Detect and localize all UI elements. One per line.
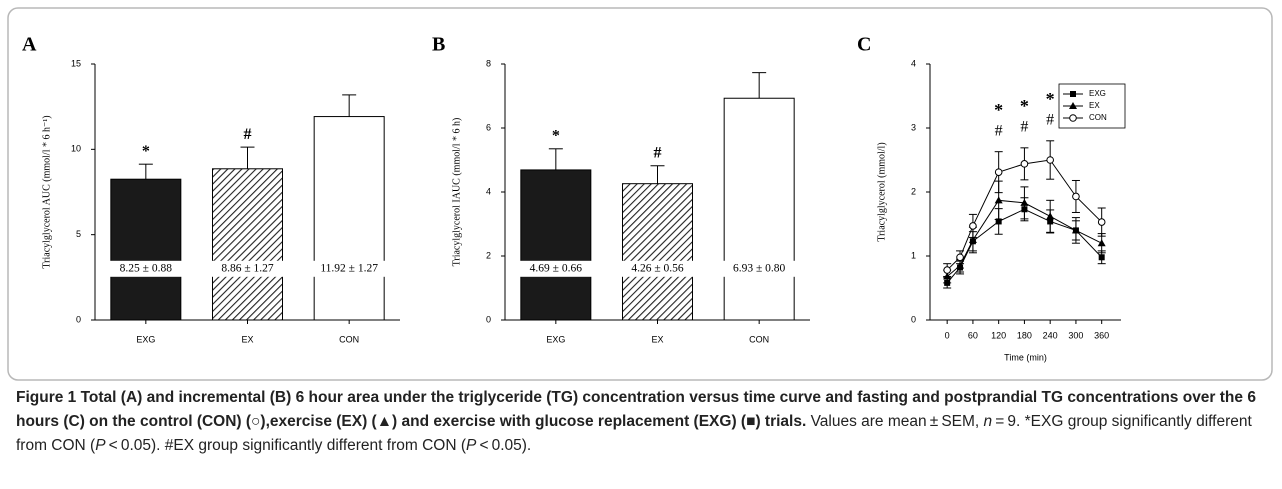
y-axis-label: Triacylglycerol (mmol/l) — [876, 142, 887, 241]
caption-text: Figure 1 Total (A) and incremental (B) 6… — [16, 389, 1256, 430]
marker — [1046, 212, 1055, 220]
marker — [995, 218, 1002, 225]
value-label: 4.26 ± 0.56 — [631, 262, 684, 274]
y-axis-label: Triacylglycerol AUC (mmol/l * 6 h⁻¹) — [41, 115, 52, 268]
significance-marker: # — [244, 126, 252, 143]
marker — [1069, 102, 1077, 109]
marker — [968, 236, 977, 243]
x-tick-label: 360 — [1094, 330, 1109, 340]
x-tick-label: CON — [339, 334, 359, 344]
panel-label: C — [857, 34, 871, 56]
y-tick-label: 5 — [76, 229, 81, 239]
bar — [520, 169, 592, 321]
x-tick-label: EX — [651, 334, 663, 344]
value-label-bg — [313, 260, 386, 277]
marker — [1020, 198, 1029, 206]
x-axis-label: Time (min) — [1004, 352, 1047, 362]
y-tick-label: 0 — [76, 314, 81, 324]
significance-marker: # — [1046, 111, 1054, 128]
value-label-bg — [211, 260, 284, 277]
caption-text: Values are mean ± SEM, — [806, 413, 984, 430]
caption-text: = 9. *EXG group significantly different … — [16, 413, 1252, 454]
x-tick-label: 240 — [1043, 330, 1058, 340]
significance-marker: * — [142, 143, 150, 160]
frame — [7, 7, 1273, 381]
y-tick-label: 8 — [486, 58, 491, 68]
panel-label: B — [432, 34, 445, 56]
marker — [1020, 160, 1029, 168]
panel-label: A — [22, 34, 37, 56]
y-tick-label: 6 — [486, 122, 491, 132]
bar — [313, 116, 385, 321]
x-tick-label: 180 — [1017, 330, 1032, 340]
significance-marker: * — [552, 127, 560, 144]
marker — [1097, 218, 1106, 226]
caption: Figure 1 Total (A) and incremental (B) 6… — [16, 386, 1266, 458]
x-tick-label: EXG — [546, 334, 565, 344]
value-label: 8.86 ± 1.27 — [221, 262, 274, 274]
significance-marker: # — [995, 122, 1003, 139]
bar — [110, 178, 182, 321]
significance-marker: # — [654, 144, 662, 161]
caption-text: P — [466, 437, 477, 454]
x-tick-label: 300 — [1068, 330, 1083, 340]
value-label-bg — [519, 260, 592, 277]
x-tick-label: 60 — [968, 330, 978, 340]
x-tick-label: EX — [241, 334, 253, 344]
value-label: 4.69 ± 0.66 — [530, 262, 583, 274]
series-line — [946, 208, 1103, 284]
y-tick-label: 4 — [486, 186, 491, 196]
y-tick-label: 10 — [71, 144, 81, 154]
bar — [723, 97, 795, 321]
y-tick-label: 0 — [486, 314, 491, 324]
marker — [1097, 239, 1106, 247]
marker — [1071, 226, 1080, 234]
marker — [1098, 254, 1105, 261]
series-line — [946, 159, 1103, 271]
marker — [1070, 91, 1076, 97]
y-tick-label: 2 — [911, 186, 916, 196]
marker — [994, 196, 1003, 204]
y-tick-label: 15 — [71, 58, 81, 68]
significance-marker: * — [994, 100, 1003, 120]
y-axis-label: Triacylglycerol IAUC (mmol/l * 6 h) — [451, 118, 462, 267]
significance-marker: # — [1020, 119, 1028, 136]
marker — [994, 168, 1003, 176]
marker — [956, 253, 964, 262]
legend-label: EX — [1089, 101, 1100, 110]
y-tick-label: 4 — [911, 58, 916, 68]
y-tick-label: 0 — [911, 314, 916, 324]
value-label: 8.25 ± 0.88 — [120, 262, 173, 274]
value-label-bg — [109, 260, 182, 277]
x-tick-label: 120 — [991, 330, 1006, 340]
x-tick-label: 0 — [945, 330, 950, 340]
legend-label: CON — [1089, 113, 1107, 122]
value-label-bg — [621, 260, 694, 277]
caption-text: n — [983, 413, 993, 430]
significance-marker: * — [1020, 96, 1029, 116]
value-label: 11.92 ± 1.27 — [320, 262, 378, 274]
caption-text: < 0.05). #EX group significantly differe… — [105, 437, 466, 454]
marker — [956, 261, 965, 269]
marker — [1069, 114, 1077, 122]
x-tick-label: EXG — [136, 334, 155, 344]
significance-marker: * — [1046, 89, 1055, 109]
x-tick-label: CON — [749, 334, 769, 344]
bar — [622, 183, 693, 321]
figure: A Triacylglycerol AUC (mmol/l * 6 h⁻¹) 0 5 1… — [7, 7, 1273, 381]
y-tick-label: 2 — [486, 250, 491, 260]
bar — [212, 168, 283, 321]
caption-text: < 0.05). — [476, 437, 532, 454]
marker — [969, 222, 977, 230]
marker — [943, 266, 951, 274]
marker — [1072, 192, 1080, 201]
caption-text: P — [95, 437, 106, 454]
y-tick-label: 1 — [911, 250, 916, 260]
marker — [1046, 156, 1054, 164]
y-tick-label: 3 — [911, 122, 916, 132]
legend-label: EXG — [1089, 89, 1106, 98]
value-label-bg — [723, 260, 796, 277]
value-label: 6.93 ± 0.80 — [733, 262, 786, 274]
